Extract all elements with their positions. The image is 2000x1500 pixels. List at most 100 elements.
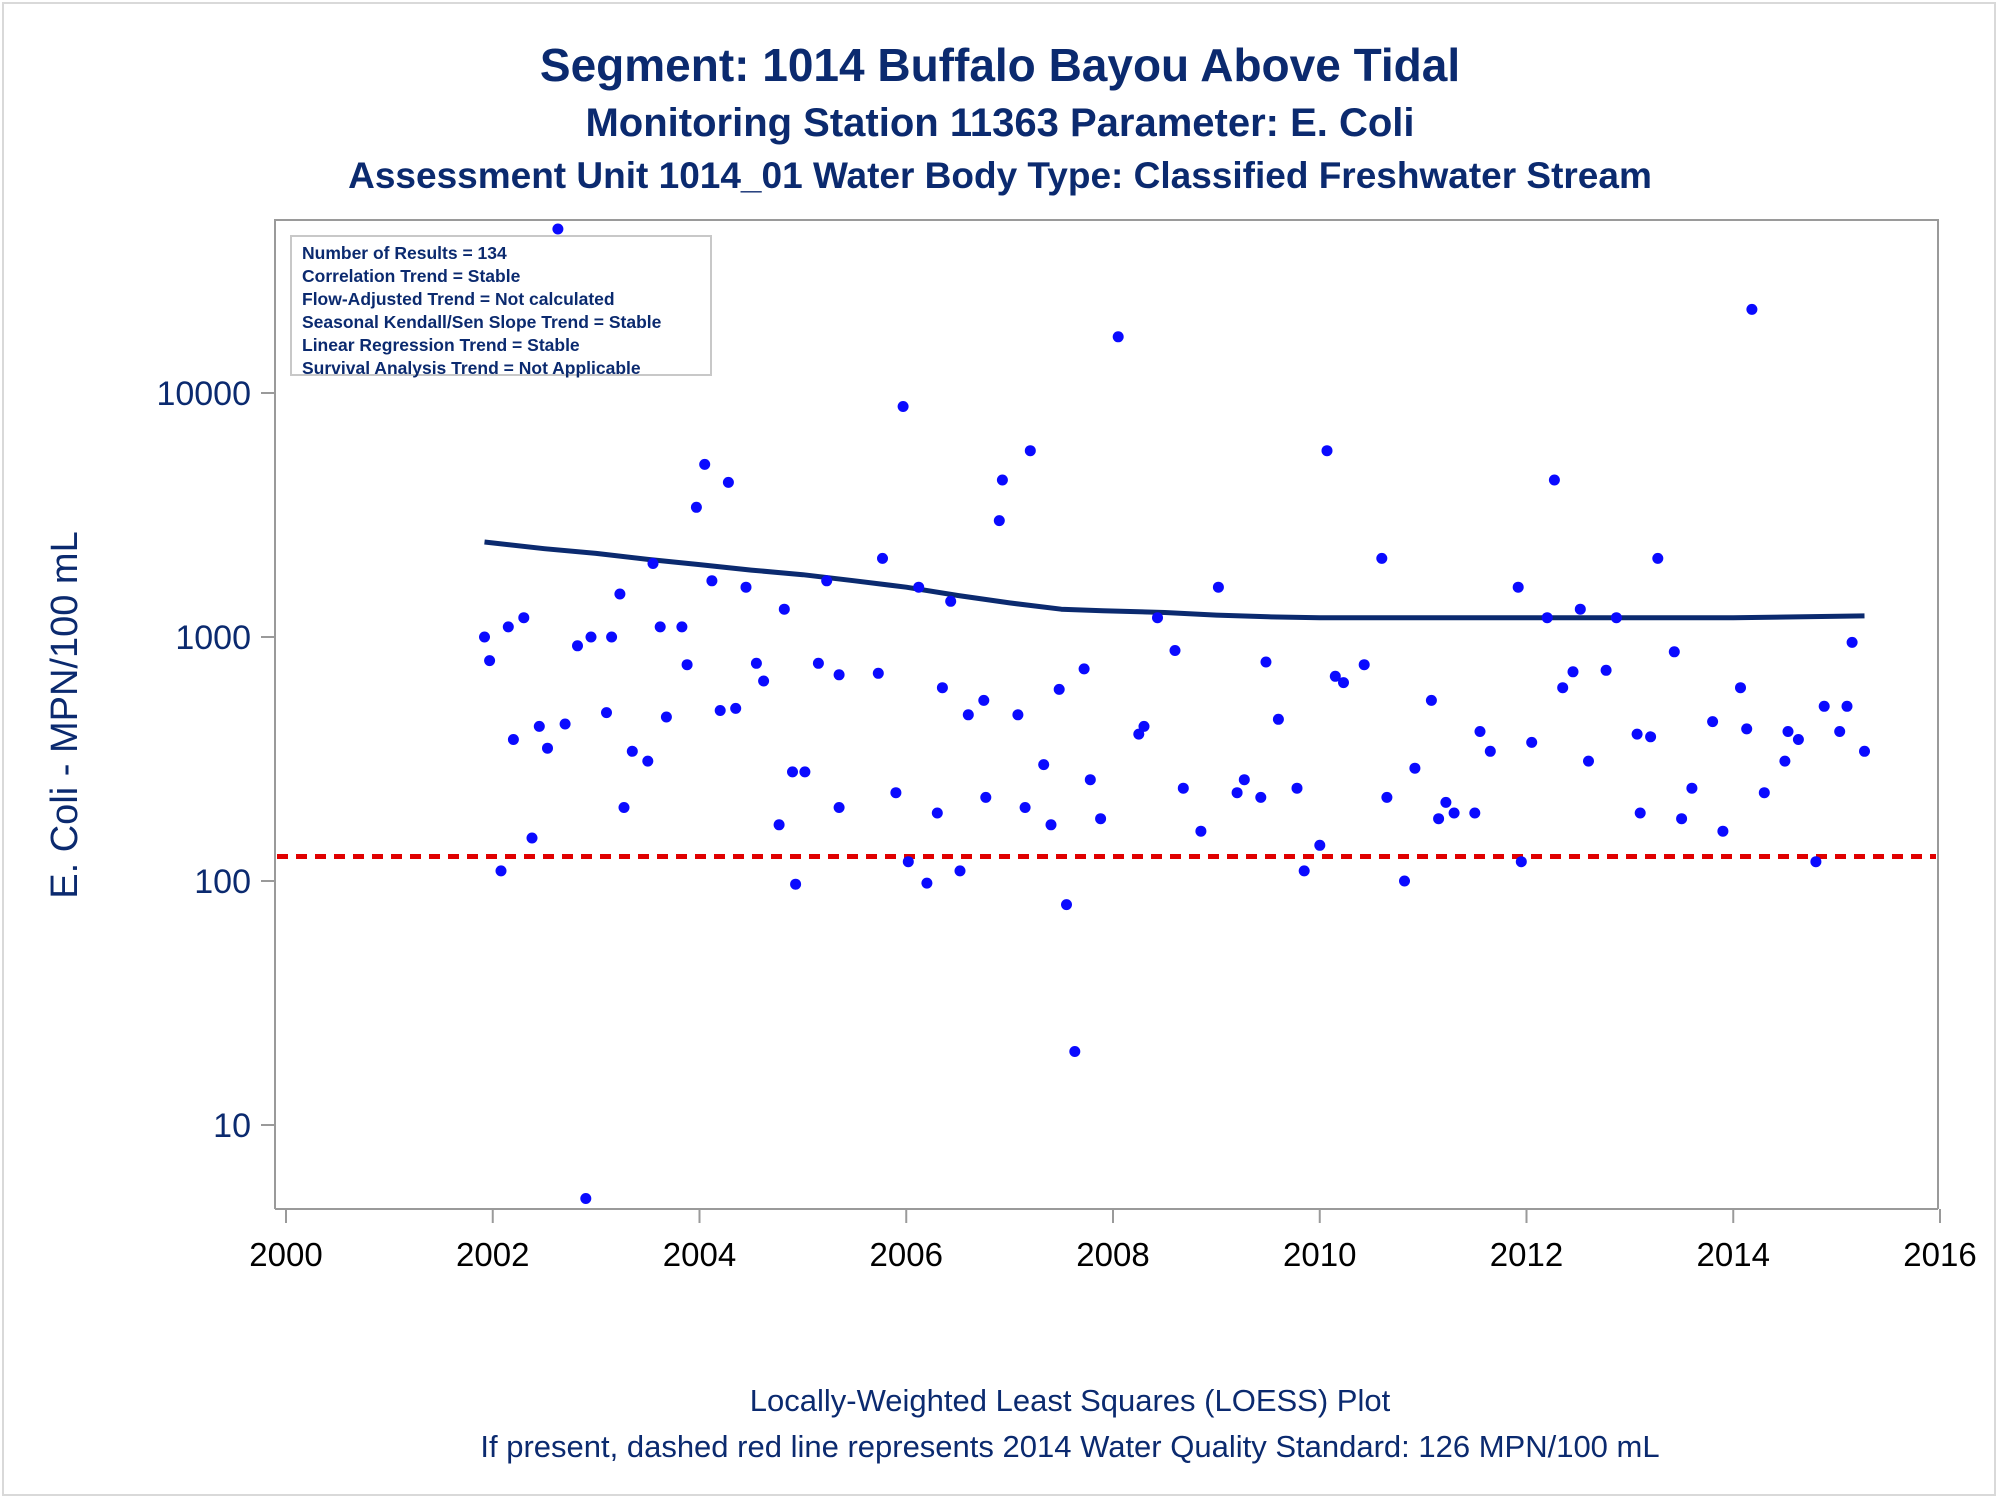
data-point (1746, 303, 1758, 315)
data-point (1260, 656, 1272, 668)
data-point (833, 669, 845, 681)
data-point (1583, 755, 1594, 767)
data-point (618, 802, 630, 813)
data-point (542, 742, 553, 754)
chart-subtitle: Monitoring Station 11363 Parameter: E. C… (585, 101, 1415, 145)
data-point (1231, 787, 1243, 799)
data-point (1652, 552, 1664, 564)
data-point (1195, 825, 1207, 837)
data-point (1169, 645, 1181, 656)
data-point (580, 1193, 592, 1204)
data-point (1686, 782, 1698, 794)
y-axis-label: E. Coli - MPN/100 mL (44, 531, 86, 898)
data-point (654, 621, 666, 633)
data-point (833, 802, 845, 813)
plot-area-border (274, 219, 1939, 1209)
data-point (787, 766, 798, 778)
data-point (897, 401, 909, 412)
x-tick-label: 2006 (870, 1236, 943, 1273)
data-point (479, 631, 490, 643)
data-point (1567, 666, 1579, 678)
stat-line: Linear Regression Trend = Stable (302, 335, 580, 355)
data-point (1272, 713, 1284, 725)
trend-statistics-box: Number of Results = 134 Correlation Tren… (290, 235, 712, 378)
data-point (660, 711, 672, 723)
data-point (1474, 726, 1486, 737)
data-point (758, 675, 770, 687)
data-point (690, 501, 702, 513)
data-point (1045, 819, 1057, 831)
stat-line: Survival Analysis Trend = Not Applicable (302, 358, 641, 378)
data-point (1717, 825, 1729, 837)
data-point (1841, 700, 1853, 712)
data-point (1541, 612, 1553, 624)
x-tick-label: 2008 (1076, 1236, 1149, 1273)
data-point (1314, 839, 1326, 851)
data-point (902, 856, 914, 868)
data-point (1409, 762, 1421, 774)
data-point (495, 865, 507, 877)
data-point (1433, 813, 1445, 825)
data-point (1741, 723, 1753, 735)
data-point (1238, 774, 1250, 786)
data-point (1782, 726, 1794, 737)
data-point (799, 766, 811, 778)
data-point (1019, 802, 1031, 813)
data-point (1084, 774, 1096, 786)
data-point (877, 552, 888, 564)
data-point (1600, 664, 1612, 676)
data-point (1610, 612, 1622, 624)
data-point (552, 223, 564, 235)
data-point (890, 787, 902, 799)
data-point (1298, 865, 1310, 877)
data-point (502, 621, 514, 633)
data-point (1631, 728, 1643, 740)
data-point (518, 612, 530, 624)
data-point (1078, 663, 1090, 675)
data-point (921, 877, 933, 889)
data-point (993, 515, 1005, 527)
data-point (1574, 603, 1586, 615)
data-point (945, 595, 957, 607)
chart-subtitle-2: Assessment Unit 1014_01 Water Body Type:… (348, 155, 1652, 196)
axes-layer: 2000 2002 2004 2006 2008 2010 2012 2014 2016 10 10… (44, 219, 1977, 1273)
data-point (572, 640, 583, 652)
y-tick-label: 10 (213, 1107, 251, 1145)
data-point (559, 718, 571, 730)
data-point (1440, 796, 1452, 808)
loess-layer (484, 539, 1865, 621)
data-point (821, 575, 833, 587)
data-point (1038, 759, 1050, 771)
data-point (1818, 700, 1830, 712)
data-point (1758, 787, 1770, 799)
data-point (1676, 813, 1688, 825)
data-point (601, 707, 612, 719)
data-point (954, 865, 966, 877)
data-point (484, 655, 496, 667)
data-point (872, 667, 884, 679)
data-point (1376, 552, 1388, 564)
x-tick-label: 2000 (249, 1236, 322, 1273)
data-point (1291, 782, 1303, 794)
data-point (996, 474, 1008, 486)
x-tick-label: 2002 (456, 1236, 529, 1273)
data-point (1846, 636, 1858, 648)
data-point (1448, 807, 1460, 819)
data-point (1095, 813, 1107, 825)
data-point (614, 588, 626, 600)
data-point (1707, 716, 1719, 728)
x-tick-label: 2012 (1490, 1236, 1563, 1273)
data-point (1779, 755, 1791, 767)
data-point (1645, 731, 1657, 743)
data-point (1381, 791, 1393, 803)
data-point (606, 631, 618, 643)
x-tick-label: 2004 (663, 1236, 736, 1273)
x-tick-label: 2010 (1283, 1236, 1356, 1273)
data-point (1255, 791, 1267, 803)
data-point (1526, 736, 1538, 748)
x-tick-label: 2014 (1697, 1236, 1770, 1273)
data-point (1053, 683, 1065, 695)
data-point (676, 621, 688, 633)
